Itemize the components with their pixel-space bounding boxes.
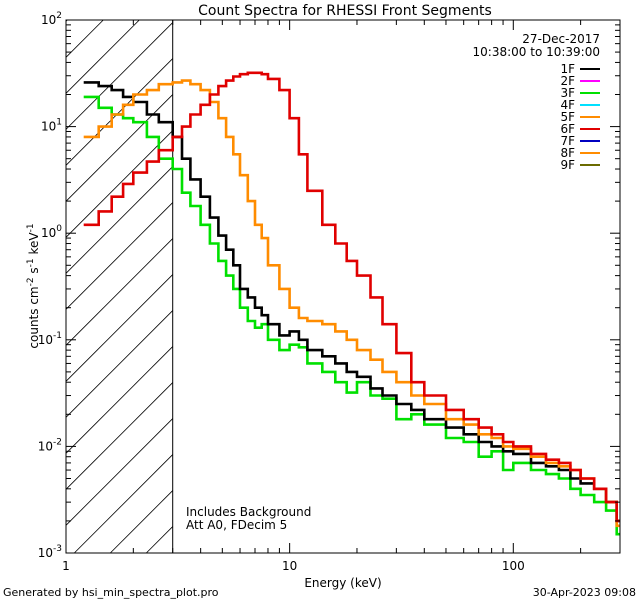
series-5F bbox=[83, 79, 620, 528]
legend-label: 9F bbox=[560, 158, 575, 172]
legend-label: 4F bbox=[560, 98, 575, 112]
x-tick-label: 10 bbox=[282, 559, 297, 573]
legend-label: 8F bbox=[560, 146, 575, 160]
hatch-line bbox=[65, 19, 104, 58]
hatch-line bbox=[146, 526, 173, 554]
hatch-line bbox=[65, 202, 173, 310]
y-tick-label: 10-1 bbox=[38, 331, 62, 347]
hatch-line bbox=[65, 166, 173, 274]
chart-title: Count Spectra for RHESSI Front Segments bbox=[198, 3, 492, 19]
legend-label: 1F bbox=[560, 62, 575, 76]
hatch-line bbox=[65, 22, 173, 130]
hatch-line bbox=[110, 490, 173, 554]
footer-generated-by: Generated by hsi_min_spectra_plot.pro bbox=[3, 586, 219, 599]
y-tick-label: 102 bbox=[41, 11, 62, 27]
hatch-line bbox=[65, 346, 173, 454]
hatch-line bbox=[65, 274, 173, 382]
x-axis: 1 10 100 bbox=[62, 20, 621, 573]
annotation-background: Includes Background bbox=[186, 505, 311, 519]
hatch-line bbox=[65, 94, 173, 202]
y-axis: 10-3 10-2 10-1 100 101 102 bbox=[38, 11, 620, 560]
excluded-region-hatch bbox=[65, 19, 174, 554]
x-tick-label: 100 bbox=[502, 559, 525, 573]
plot-frame bbox=[65, 19, 621, 554]
hatch-line bbox=[65, 130, 173, 238]
legend-label: 6F bbox=[560, 122, 575, 136]
annotation-attenuator: Att A0, FDecim 5 bbox=[186, 518, 287, 532]
series-layer bbox=[83, 71, 620, 536]
legend-label: 3F bbox=[560, 86, 575, 100]
x-tick-label: 1 bbox=[62, 559, 70, 573]
hatch-line bbox=[65, 58, 173, 166]
footer-timestamp: 30-Apr-2023 09:08 bbox=[533, 586, 636, 599]
hatch-line bbox=[65, 418, 173, 526]
hatch-line bbox=[65, 382, 173, 490]
y-tick-label: 10-2 bbox=[38, 437, 62, 453]
hatch-line bbox=[65, 238, 173, 346]
y-axis-label: counts cm-2 s-1 keV-1 bbox=[26, 223, 41, 348]
legend-label: 2F bbox=[560, 74, 575, 88]
y-tick-label: 10-3 bbox=[38, 544, 62, 560]
y-tick-label: 100 bbox=[41, 224, 62, 240]
hatch-line bbox=[74, 454, 173, 554]
legend-label: 5F bbox=[560, 110, 575, 124]
hatch-line bbox=[65, 310, 173, 418]
series-6F bbox=[83, 71, 620, 523]
series-3F bbox=[83, 95, 620, 536]
series-1F bbox=[83, 81, 620, 523]
legend-label: 7F bbox=[560, 134, 575, 148]
y-tick-label: 101 bbox=[41, 118, 62, 134]
info-time-range: 10:38:00 to 10:39:00 bbox=[473, 45, 600, 59]
info-date: 27-Dec-2017 bbox=[522, 32, 600, 46]
x-axis-label: Energy (keV) bbox=[304, 576, 381, 590]
hatch-line bbox=[65, 19, 140, 94]
